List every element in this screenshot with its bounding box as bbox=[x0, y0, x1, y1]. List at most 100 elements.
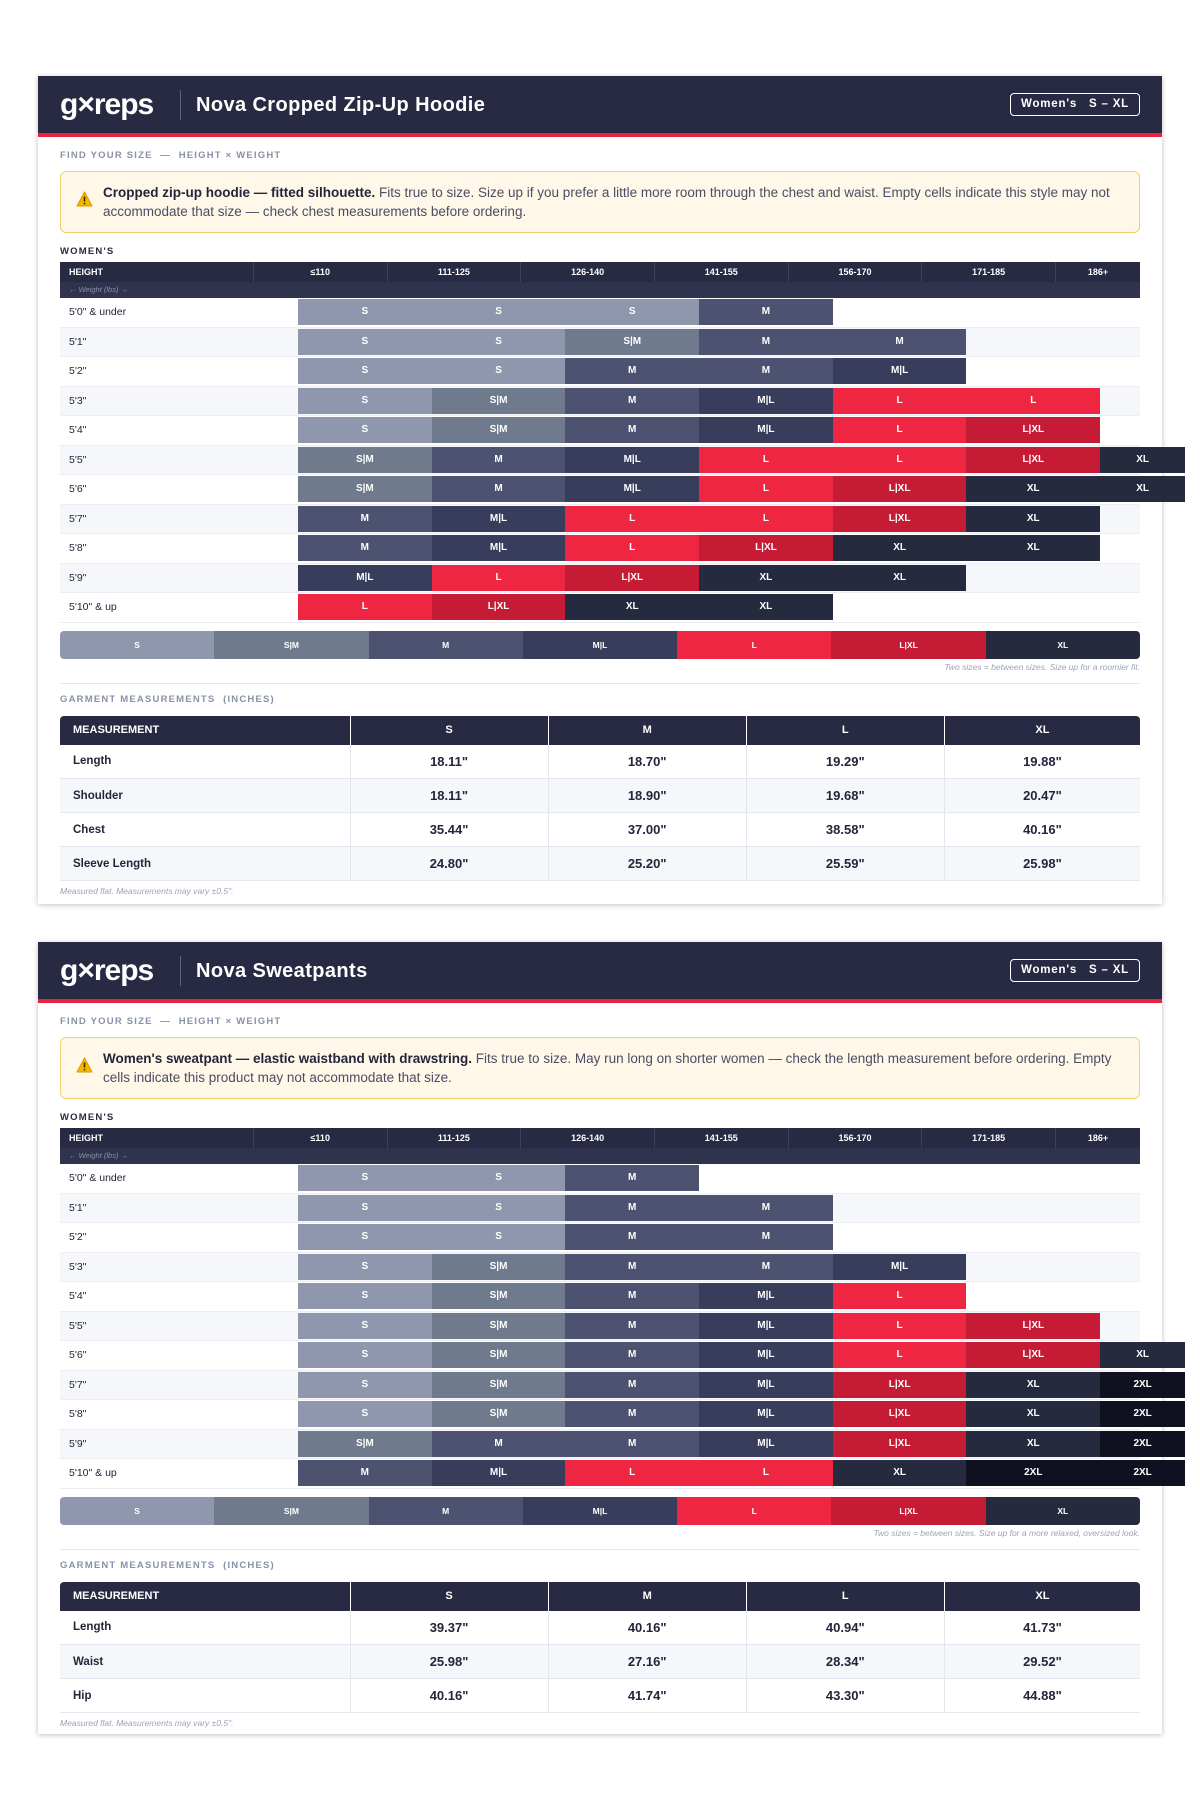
size-cell: M bbox=[565, 417, 700, 444]
size-cell: 2XL bbox=[966, 1460, 1101, 1487]
weight-axis-label: ← Weight (lbs) → bbox=[60, 282, 1140, 298]
size-cell bbox=[1100, 1283, 1185, 1309]
size-cell: L|XL bbox=[832, 1430, 967, 1457]
size-cell bbox=[966, 299, 1100, 325]
measurement-value: 27.16" bbox=[547, 1644, 747, 1679]
measurement-value: 40.16" bbox=[547, 1610, 747, 1645]
size-cell bbox=[1100, 535, 1185, 561]
size-cell: M|L bbox=[431, 505, 566, 532]
legend-swatch: L bbox=[677, 1496, 832, 1525]
size-cell: M bbox=[565, 1371, 700, 1398]
legend-swatch: M|L bbox=[522, 1496, 678, 1525]
measurement-row: Sleeve Length 24.80" 25.20" 25.59" 25.98" bbox=[60, 846, 1140, 881]
size-grid-row: 5'7" S S|M M M|L L|XL XL 2XL bbox=[60, 1370, 1186, 1400]
legend-swatch: S bbox=[60, 630, 215, 659]
size-cell: S bbox=[298, 1401, 432, 1428]
size-cell: M bbox=[699, 1194, 833, 1221]
measurement-name: Waist bbox=[60, 1644, 350, 1679]
size-cells: S S|M M M M|L bbox=[298, 1253, 1185, 1280]
measurements-label: GARMENT MEASUREMENTS (INCHES) bbox=[60, 1559, 275, 1571]
notice-lead: Women's sweatpant — elastic waistband wi… bbox=[103, 1051, 473, 1066]
size-cell: M bbox=[699, 299, 833, 326]
header-divider bbox=[180, 90, 181, 120]
size-cell: S|M bbox=[298, 476, 432, 503]
size-cells: S S|M M M|L L L|XL bbox=[298, 417, 1185, 444]
height-label: 5'2" bbox=[69, 1231, 87, 1244]
size-grid-row: 5'2" S S M M bbox=[60, 1223, 1140, 1253]
size-cell: S|M bbox=[431, 1253, 566, 1280]
size-cell: M bbox=[565, 1253, 700, 1280]
weight-column-header: 156-170 bbox=[787, 262, 922, 282]
size-cell: L|XL bbox=[832, 1371, 967, 1398]
weight-column-header: ≤110 bbox=[252, 262, 387, 282]
size-cells: S S|M M M|L L L|XL XL bbox=[298, 1342, 1186, 1369]
section-label: FIND YOUR SIZE — HEIGHT × WEIGHT bbox=[60, 150, 282, 161]
size-cell: S|M bbox=[431, 387, 566, 414]
size-cell: XL bbox=[1100, 476, 1186, 503]
size-cell: L|XL bbox=[832, 1401, 967, 1428]
size-cell: XL bbox=[966, 1401, 1101, 1428]
height-label: 5'8" bbox=[69, 1408, 87, 1421]
size-grid-header-row: HEIGHT ≤110 111-125 126-140 141-155 156-170 17… bbox=[60, 1128, 1140, 1148]
height-label: 5'5" bbox=[69, 1319, 87, 1332]
size-cell: L bbox=[565, 535, 700, 562]
size-cell: XL bbox=[966, 535, 1101, 562]
size-cells: S S|M M M|L L L|XL bbox=[298, 1312, 1185, 1339]
legend-swatch: L|XL bbox=[831, 630, 986, 659]
size-cell: L bbox=[565, 505, 700, 532]
size-cell: S bbox=[298, 387, 432, 414]
size-cell: M bbox=[565, 1342, 700, 1369]
size-cells: M M|L L L|XL XL XL bbox=[298, 535, 1185, 562]
size-cells: M M|L L L L|XL XL bbox=[298, 505, 1185, 532]
size-cell: L|XL bbox=[966, 417, 1101, 444]
size-cell: M bbox=[298, 505, 432, 532]
size-cell: 2XL bbox=[1100, 1401, 1186, 1428]
size-grid-row: 5'3" S S|M M M M|L bbox=[60, 1252, 1140, 1282]
size-cell bbox=[699, 1165, 833, 1191]
size-cells: S S|M M M|L L|XL XL 2XL bbox=[298, 1371, 1186, 1398]
size-cell bbox=[966, 1254, 1100, 1280]
measurement-value: 24.80" bbox=[349, 846, 549, 881]
size-cell bbox=[833, 1165, 967, 1191]
size-cell: S bbox=[431, 1224, 566, 1251]
height-label: 5'10" & up bbox=[69, 1467, 117, 1480]
size-cells: S|M M M M|L L|XL XL 2XL bbox=[298, 1430, 1186, 1457]
size-cell bbox=[1100, 565, 1185, 591]
legend-note: Two sizes = between sizes. Size up for a… bbox=[944, 661, 1140, 672]
measurement-value: 41.74" bbox=[547, 1678, 747, 1713]
size-cell: L bbox=[699, 476, 833, 503]
size-cell: S bbox=[298, 1253, 432, 1280]
size-range-badge: Women's S – XL bbox=[1010, 959, 1140, 982]
size-cells: S S|M M M|L L bbox=[298, 1283, 1185, 1310]
measurement-name: Length bbox=[60, 744, 350, 779]
size-grid-row: 5'10" & up L L|XL XL XL bbox=[60, 593, 1140, 623]
size-cell: L|XL bbox=[565, 564, 700, 591]
size-cell: S|M bbox=[565, 328, 700, 355]
section-divider bbox=[60, 682, 1140, 684]
measurement-value: 18.11" bbox=[349, 744, 549, 779]
measurement-footnote: Measured flat. Measurements may vary ±0.… bbox=[60, 1718, 234, 1728]
size-cell: S bbox=[298, 328, 432, 355]
size-cell: L bbox=[699, 505, 833, 532]
height-label: 5'9" bbox=[69, 1437, 87, 1450]
measurement-value: 28.34" bbox=[745, 1644, 945, 1679]
size-cell: L bbox=[832, 446, 967, 473]
size-cell: M bbox=[298, 1460, 432, 1487]
height-label: 5'8" bbox=[69, 542, 87, 555]
size-cell: S bbox=[298, 1312, 432, 1339]
size-cell: L bbox=[832, 1342, 967, 1369]
size-cell: M|L bbox=[832, 1253, 967, 1280]
size-cell: 2XL bbox=[1100, 1430, 1186, 1457]
size-grid-row: 5'0" & under S S S M bbox=[60, 298, 1140, 328]
size-cell bbox=[833, 594, 967, 620]
size-cell: M bbox=[565, 1430, 700, 1457]
size-cell: XL bbox=[699, 564, 833, 591]
size-cell bbox=[966, 329, 1100, 355]
measurement-row: Waist 25.98" 27.16" 28.34" 29.52" bbox=[60, 1644, 1140, 1679]
size-grid-row: 5'0" & under S S M bbox=[60, 1164, 1140, 1194]
size-cell: M|L bbox=[699, 1342, 833, 1369]
size-cell bbox=[966, 1283, 1100, 1309]
size-grid-row: 5'6" S S|M M M|L L L|XL XL bbox=[60, 1341, 1186, 1371]
size-cell bbox=[1100, 299, 1185, 325]
weight-column-header: 111-125 bbox=[386, 1128, 521, 1148]
